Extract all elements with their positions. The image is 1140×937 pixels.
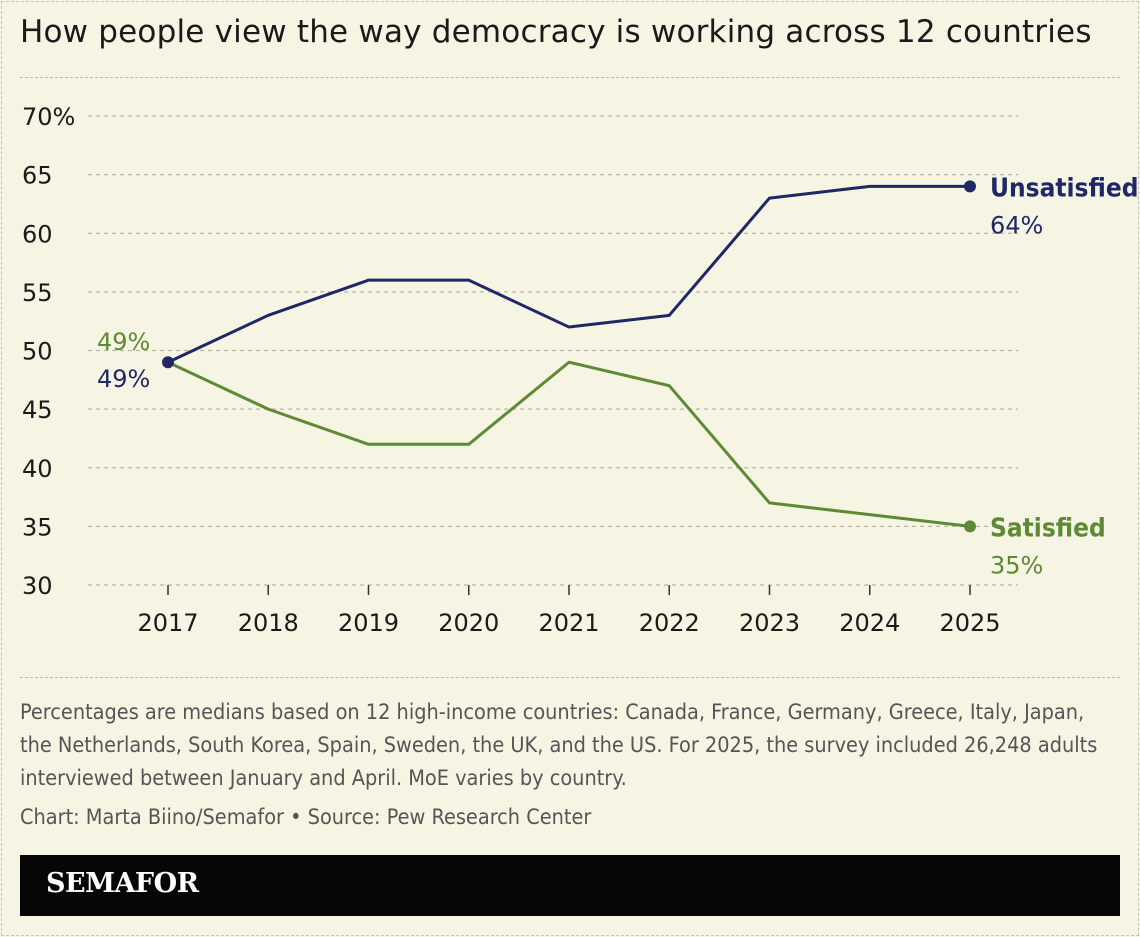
note-divider (20, 677, 1120, 678)
x-tick-label: 2024 (839, 609, 900, 637)
unsatisfied-line (166, 184, 972, 364)
y-tick-label: 45 (22, 396, 53, 424)
y-tick-label: 65 (22, 162, 53, 190)
unsatisfied-end-value-label: 64% (990, 211, 1043, 239)
y-tick-label: 30 (22, 572, 53, 600)
x-tick-label: 2021 (538, 609, 599, 637)
y-tick-label: 35 (22, 513, 53, 541)
x-tick-label: 2019 (338, 609, 399, 637)
unsatisfied-name-label: Unsatisfied (990, 173, 1138, 203)
satisfied-name-label: Satisfied (990, 513, 1106, 543)
satisfied-start-value-label: 49% (97, 328, 150, 356)
y-tick-label: 70% (22, 103, 75, 131)
semafor-logo: SEMAFOR (46, 868, 199, 899)
chart-title: How people view the way democracy is wor… (20, 14, 1092, 50)
y-tick-label: 50 (22, 338, 53, 366)
unsatisfied-start-value-label: 49% (97, 365, 150, 393)
line-chart: 30 35 40 45 50 55 60 65 70% 2017 2018 2019 2020 2021 2… (22, 103, 1138, 637)
x-tick-label: 2017 (137, 609, 198, 637)
satisfied-end-marker (964, 520, 976, 533)
chart-note: Percentages are medians based on 12 high… (20, 700, 1098, 791)
x-tick-label: 2022 (639, 609, 700, 637)
y-tick-label: 60 (22, 220, 53, 248)
x-tick-label: 2023 (739, 609, 800, 637)
y-tick-label: 55 (22, 279, 53, 307)
x-tick-label: 2018 (238, 609, 299, 637)
y-tick-label: 40 (22, 455, 53, 483)
x-tick-label: 2020 (438, 609, 499, 637)
chart-credit: Chart: Marta Biino/Semafor • Source: Pew… (20, 805, 592, 830)
satisfied-end-value-label: 35% (990, 551, 1043, 579)
unsatisfied-end-marker (964, 180, 976, 193)
satisfied-line (166, 360, 972, 528)
brand-footer: SEMAFOR (20, 855, 1120, 916)
start-marker (162, 356, 174, 369)
x-tick-label: 2025 (939, 609, 1000, 637)
title-divider (20, 77, 1120, 78)
